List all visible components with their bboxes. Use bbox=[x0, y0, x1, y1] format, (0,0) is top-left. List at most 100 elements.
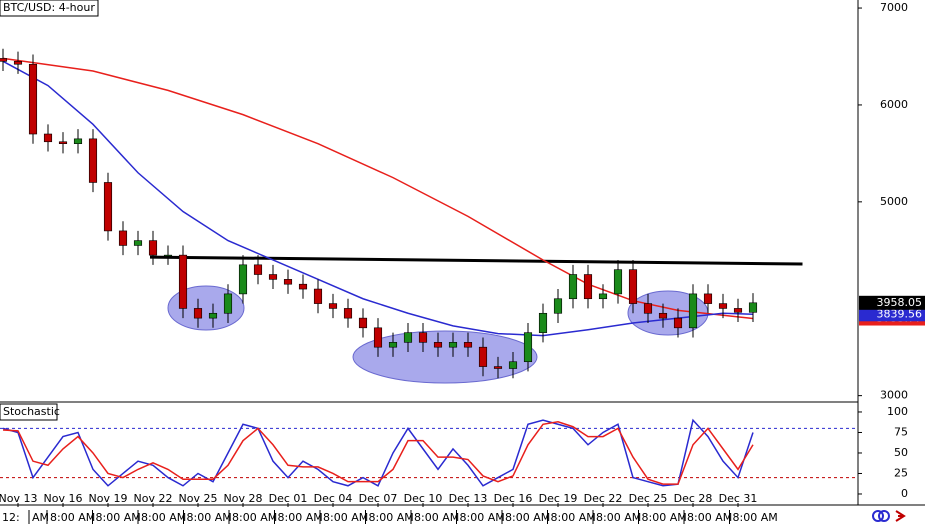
candle-body bbox=[478, 346, 488, 367]
time-label: 8:00 AM bbox=[96, 511, 141, 524]
time-label: 8:00 AM bbox=[505, 511, 550, 524]
price-tag-label: 3839.56 bbox=[877, 307, 923, 320]
indicator-title-box bbox=[0, 403, 58, 421]
candle-body bbox=[628, 269, 638, 304]
candle-body bbox=[568, 274, 578, 300]
candle-body bbox=[703, 293, 713, 304]
y-tick-label: 7000 bbox=[880, 1, 908, 14]
candle-body bbox=[328, 303, 338, 309]
candle-body bbox=[103, 182, 113, 232]
time-label: 12: bbox=[2, 511, 20, 524]
x-tick-label: Nov 19 bbox=[89, 492, 128, 505]
arrow-icon[interactable] bbox=[895, 510, 906, 522]
candle-body bbox=[598, 293, 608, 300]
candle-body bbox=[13, 61, 23, 65]
candle-body bbox=[433, 342, 443, 348]
candle-body bbox=[508, 361, 518, 369]
time-label: 8:00 AM bbox=[232, 511, 277, 524]
y-tick-label: 5000 bbox=[880, 195, 908, 208]
link-icon[interactable] bbox=[872, 510, 884, 522]
plot bbox=[0, 48, 858, 487]
candle-body bbox=[253, 264, 263, 275]
price-tag bbox=[859, 295, 925, 310]
candle-body bbox=[343, 308, 353, 319]
candle-body bbox=[583, 274, 593, 300]
candle-body bbox=[418, 332, 428, 343]
x-tick-label: Dec 31 bbox=[719, 492, 758, 505]
x-tick-label: Dec 01 bbox=[269, 492, 308, 505]
x-tick-label: Dec 04 bbox=[314, 492, 353, 505]
candle-body bbox=[73, 138, 83, 145]
candle-body bbox=[238, 264, 248, 295]
time-label: 8:00 AM bbox=[642, 511, 687, 524]
candle-body bbox=[538, 312, 548, 333]
y-tick-label: 0 bbox=[901, 487, 908, 500]
candle-body bbox=[148, 240, 158, 256]
candle-body bbox=[613, 269, 623, 295]
x-tick-label: Dec 19 bbox=[539, 492, 578, 505]
candle-body bbox=[718, 303, 728, 309]
x-tick-label: Nov 13 bbox=[0, 492, 37, 505]
candle-body bbox=[448, 342, 458, 348]
x-tick-label: Dec 07 bbox=[359, 492, 398, 505]
candle-body bbox=[733, 308, 743, 313]
candle-body bbox=[493, 366, 503, 369]
price-tag-label: 3958.05 bbox=[877, 296, 923, 309]
time-label: 8:00 AM bbox=[733, 511, 778, 524]
candle-body bbox=[268, 274, 278, 280]
candle-body bbox=[283, 279, 293, 285]
x-tick-label: Dec 16 bbox=[494, 492, 533, 505]
candle-body bbox=[313, 288, 323, 304]
x-tick-label: Dec 28 bbox=[674, 492, 713, 505]
link-icon[interactable] bbox=[878, 510, 890, 522]
stochastic-line bbox=[2, 418, 754, 487]
candle-body bbox=[223, 293, 233, 314]
time-label: AM bbox=[32, 511, 49, 524]
candle-body bbox=[748, 302, 758, 313]
candle-body bbox=[88, 138, 98, 183]
highlight-ellipse bbox=[352, 330, 538, 384]
candle-body bbox=[373, 327, 383, 348]
x-tick-label: Dec 25 bbox=[629, 492, 668, 505]
moving-average bbox=[2, 60, 754, 337]
candle-body bbox=[388, 342, 398, 348]
x-tick-label: Nov 25 bbox=[179, 492, 218, 505]
candle-body bbox=[403, 332, 413, 343]
time-label: 8:00 AM bbox=[687, 511, 732, 524]
time-label: 8:00 AM bbox=[369, 511, 414, 524]
candle-body bbox=[118, 230, 128, 246]
candle-body bbox=[523, 332, 533, 363]
candle-body bbox=[133, 240, 143, 246]
price-tag bbox=[859, 307, 925, 322]
toolbar-icons[interactable] bbox=[872, 510, 906, 522]
candle-body bbox=[0, 58, 8, 62]
y-tick-label: 25 bbox=[894, 466, 908, 479]
candle-body bbox=[58, 141, 68, 145]
candle-body bbox=[673, 317, 683, 329]
x-tick-label: Dec 22 bbox=[584, 492, 623, 505]
candle-body bbox=[193, 308, 203, 319]
time-label: 8:00 AM bbox=[414, 511, 459, 524]
x-tick-label: Nov 28 bbox=[224, 492, 263, 505]
candle-body bbox=[463, 342, 473, 348]
y-tick-label: 6000 bbox=[880, 98, 908, 111]
candle-body bbox=[688, 293, 698, 329]
candle-body bbox=[163, 254, 173, 257]
indicator-title: Stochastic bbox=[3, 405, 60, 418]
x-tick-label: Dec 13 bbox=[449, 492, 488, 505]
time-label: 8:00 AM bbox=[551, 511, 596, 524]
time-label: 8:00 AM bbox=[278, 511, 323, 524]
candle-body bbox=[43, 133, 53, 143]
candle-body bbox=[358, 317, 368, 329]
x-tick-label: Dec 10 bbox=[404, 492, 443, 505]
time-label: 8:00 AM bbox=[141, 511, 186, 524]
x-tick-label: Nov 22 bbox=[134, 492, 173, 505]
candle-body bbox=[178, 254, 188, 309]
candle-body bbox=[298, 283, 308, 290]
candle-body bbox=[643, 303, 653, 314]
candle-body bbox=[208, 312, 218, 319]
time-label: 8:00 AM bbox=[460, 511, 505, 524]
candle-body bbox=[658, 312, 668, 319]
